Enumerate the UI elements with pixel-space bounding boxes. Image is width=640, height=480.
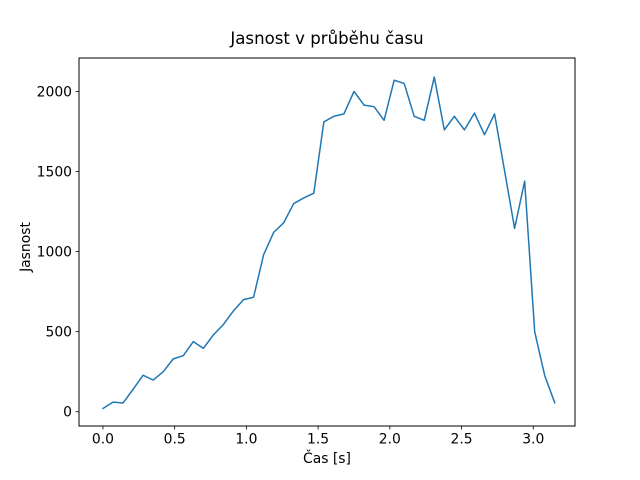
y-axis-label: Jasnost: [18, 222, 34, 272]
y-tick-label: 2000: [37, 84, 72, 100]
y-tick-label: 500: [45, 325, 72, 341]
x-tick-label: 3.0: [522, 432, 544, 448]
y-tick-label: 1500: [37, 164, 72, 180]
data-line: [102, 76, 556, 410]
x-tick-label: 2.0: [379, 432, 401, 448]
x-tick-label: 2.5: [450, 432, 472, 448]
x-tick-label: 0.5: [164, 432, 186, 448]
x-tick-label: 0.0: [92, 432, 114, 448]
x-tick-label: 1.0: [235, 432, 257, 448]
axes-spines: [78, 57, 576, 427]
y-tick-label: 0: [63, 405, 72, 421]
chart-title: Jasnost v průběhu času: [230, 29, 424, 48]
x-tick-label: 1.5: [307, 432, 329, 448]
y-tick-label: 1000: [37, 245, 72, 261]
x-axis-label: Čas [s]: [303, 451, 351, 467]
